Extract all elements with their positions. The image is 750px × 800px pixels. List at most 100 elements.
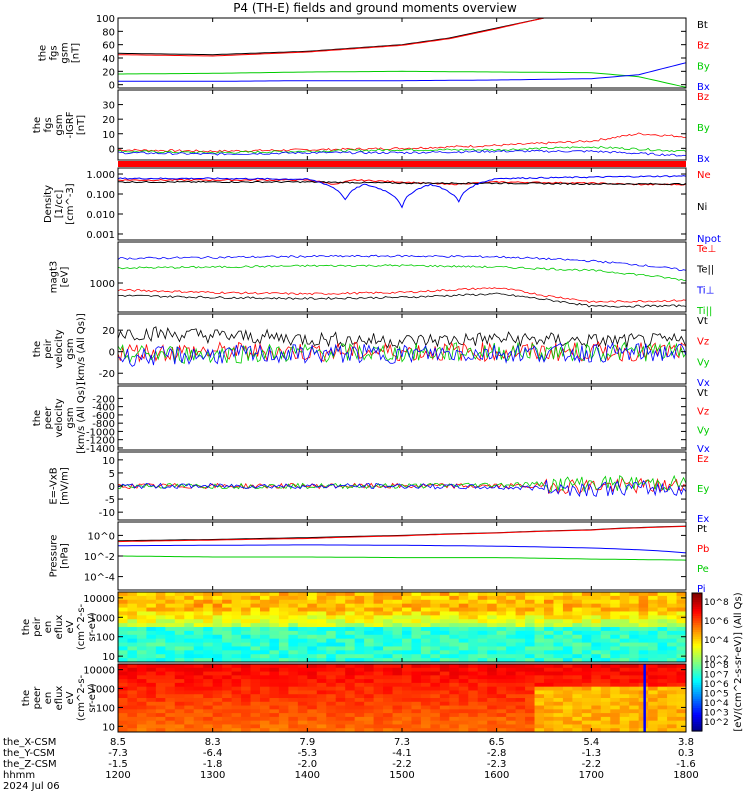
heat-cell [562,701,573,707]
heat-cell [326,667,337,673]
heat-cell [572,642,583,648]
heat-cell [165,679,176,684]
heat-cell [581,682,592,688]
heat-cell [165,634,176,640]
heat-cell [449,646,460,651]
heat-cell [411,623,422,628]
time-axis-y-value: -2.8 [487,748,507,759]
heat-cell [402,698,413,703]
heat-cell [326,592,337,597]
heat-cell [638,592,649,597]
heat-cell [136,664,147,669]
heat-cell [307,630,318,636]
heat-cell [203,701,214,707]
heat-cell [420,611,431,616]
heat-cell [278,671,289,676]
heat-cell [241,716,252,722]
heat-cell [241,658,252,662]
heat-cell [572,658,583,662]
heat-cell [260,675,271,680]
heat-cell [354,679,365,684]
heat-cell [269,682,280,688]
heat-cell [260,599,271,605]
heat-cell [610,701,621,707]
colorbar-tick-label: 10^4 [704,699,729,709]
heat-cell [572,728,583,732]
heat-cell [591,694,602,699]
y-tick-label: 60 [102,41,115,52]
heat-cell [553,634,564,640]
heat-cell [581,607,592,613]
heat-cell [241,690,252,695]
y-tick-label: 100 [96,703,115,714]
heat-cell [127,694,138,699]
heat-cell [335,627,346,632]
heat-cell [458,667,469,673]
heat-cell [515,690,526,695]
series-line-Pb [118,525,686,543]
colorbar-cell [692,666,702,670]
heat-cell [676,599,686,605]
heat-cell [430,607,441,613]
colorbar-cell [692,599,702,603]
series-line-Pe [118,555,686,561]
heat-cell [146,603,157,609]
heat-cell [496,599,507,605]
heat-cell [496,619,507,624]
heat-cell [354,650,365,655]
heat-cell [515,671,526,676]
heat-cell [468,716,479,722]
heat-cell [260,619,271,624]
colorbar-tick-label: 10^7 [704,671,729,681]
series-line-Te|| [118,292,686,308]
heat-cell [562,603,573,609]
heat-cell [610,690,621,695]
heat-cell [572,701,583,707]
heat-cell [307,603,318,609]
heat-cell [146,658,157,662]
heat-cell [231,654,242,659]
legend-Vt: Vt [697,316,708,327]
heat-cell [676,690,686,695]
heat-cell [430,658,441,662]
heat-cell [496,630,507,636]
colorbar-tick-label: 10^2 [704,655,729,665]
heat-cell [373,713,384,718]
colorbar-cell [692,618,702,622]
heat-cell [118,615,129,620]
heat-cell [373,619,384,624]
colorbar-tick-label: 10^6 [704,617,729,627]
heat-cell [193,592,204,597]
heat-cell [525,646,536,651]
heat-cell [562,709,573,714]
colorbar-cell [692,643,702,647]
heat-cell [193,599,204,605]
heat-cell [610,654,621,659]
heat-cell [383,698,394,703]
y-axis-label-line: magt3 [49,261,60,294]
heat-cell [212,650,223,655]
heat-cell [468,713,479,718]
heat-cell [118,611,129,616]
heat-cell [222,694,233,699]
heat-cell [269,694,280,699]
heat-cell [676,664,686,669]
heat-cell [212,682,223,688]
heat-cell [676,716,686,722]
heat-cell [364,698,375,703]
heat-cell [496,720,507,726]
heat-cell [515,646,526,651]
heat-cell [212,664,223,669]
y-axis-label-line: fgs [49,45,60,60]
heat-cell [364,675,375,680]
heat-cell [392,627,403,632]
heat-cell [146,698,157,703]
heat-cell [345,664,356,669]
y-tick-label: 1000 [90,279,115,290]
heat-cell [629,615,640,620]
colorbar-cell [692,687,702,691]
heat-cell [345,646,356,651]
heat-cell [458,654,469,659]
time-axis-y-value: 0.3 [678,748,694,759]
